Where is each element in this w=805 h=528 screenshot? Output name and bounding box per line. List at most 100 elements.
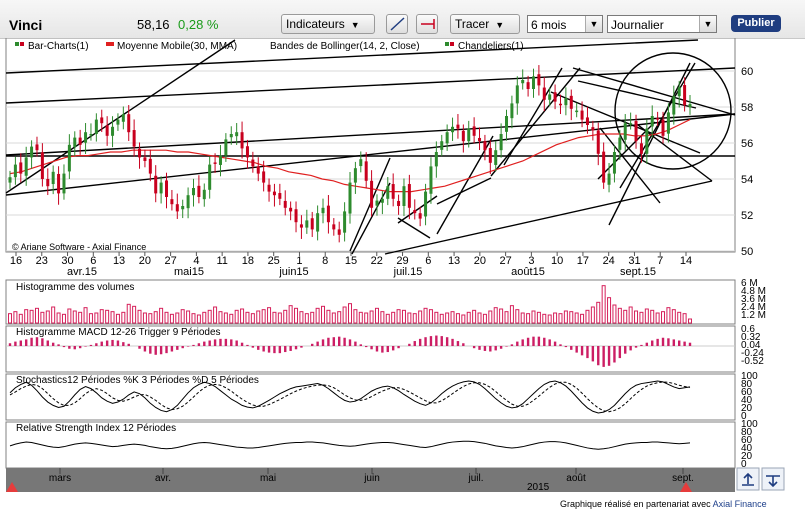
candle-body (57, 173, 61, 194)
volume-bar (531, 310, 536, 324)
macd-bar (683, 341, 686, 346)
candle-body (467, 128, 471, 142)
volume-bar (553, 312, 558, 324)
volume-bar (688, 318, 692, 324)
y-tick-label: 40 (741, 395, 753, 406)
candle-body (483, 141, 487, 151)
macd-bar (375, 346, 379, 352)
volume-bar (175, 312, 180, 324)
macd-bar (629, 346, 632, 351)
macd-bar (348, 339, 352, 346)
x-month-label: août15 (511, 266, 545, 278)
navigator-start-handle[interactable] (6, 482, 18, 492)
volume-bar (261, 309, 266, 324)
volume-bar (504, 311, 509, 324)
volume-bar (601, 285, 606, 324)
interval-value: Journalier (611, 18, 664, 32)
y-tick-label: 54 (741, 174, 753, 186)
rsi-title: Relative Strength Index 12 Périodes (16, 423, 176, 434)
macd-bar (159, 346, 163, 355)
candle-body (607, 173, 611, 185)
candle-body (424, 191, 428, 217)
publish-button[interactable]: Publier (731, 15, 781, 32)
print-button[interactable] (761, 467, 785, 491)
volume-bar (477, 312, 482, 324)
volume-bar (418, 310, 423, 324)
macd-bar (580, 346, 584, 356)
volume-bar (596, 301, 601, 324)
volume-bar (412, 313, 417, 324)
volume-bar (159, 307, 164, 324)
candle-body (305, 220, 309, 228)
y-tick-label: 0 (741, 459, 747, 470)
macd-bar (624, 346, 627, 354)
volume-bar (558, 313, 563, 324)
macd-bar (170, 346, 174, 352)
legend-bar-charts: Bar-Charts(1) (28, 41, 89, 52)
volume-bar (434, 311, 439, 324)
volume-bar (580, 313, 585, 324)
indicators-button[interactable]: Indicateurs ▼ (281, 14, 375, 34)
horizontal-tool-button[interactable] (416, 14, 438, 34)
macd-bar (24, 339, 28, 346)
candle-body (618, 137, 622, 150)
tracer-button[interactable]: Tracer ▼ (450, 14, 520, 34)
time-navigator[interactable] (6, 468, 735, 492)
volume-bar (569, 311, 574, 324)
candle-body (165, 180, 169, 197)
x-tick-label: 8 (322, 255, 328, 267)
y-tick-label: 2.4 M (741, 302, 766, 313)
volume-bar (202, 311, 207, 324)
interval-select[interactable]: Journalier ▼ (607, 15, 717, 33)
volume-bar (191, 313, 196, 324)
volume-bar (288, 305, 293, 324)
candle-body (688, 104, 692, 108)
candle-body (434, 152, 438, 167)
candle-body (569, 95, 573, 109)
navigator-month-label: juil. (467, 473, 483, 484)
candle-body (591, 127, 595, 131)
stock-name: Vinci (9, 17, 43, 33)
y-tick-label: 60 (741, 387, 753, 398)
macd-bar (359, 344, 362, 346)
candle-body (332, 224, 336, 230)
period-select[interactable]: 6 mois ▼ (527, 15, 603, 33)
volume-bar (83, 307, 88, 324)
candle-body (283, 200, 287, 208)
line-tool-button[interactable] (386, 14, 408, 34)
volume-bar (461, 314, 466, 324)
candle-body (440, 141, 444, 150)
x-tick-label: 24 (603, 255, 615, 267)
volume-bar (29, 309, 34, 324)
macd-bar (78, 346, 82, 349)
period-value: 6 mois (531, 18, 567, 32)
x-tick-label: 4 (193, 255, 199, 267)
trend-line (608, 62, 691, 226)
volume-bar (13, 311, 18, 324)
volume-bar (661, 311, 666, 324)
partner-link[interactable]: Axial Finance (712, 499, 767, 509)
candle-body (213, 162, 217, 164)
candle-body (262, 171, 266, 183)
volume-bar (137, 309, 142, 324)
macd-bar (429, 336, 433, 346)
volume-bar (671, 309, 676, 324)
export-button[interactable] (736, 467, 760, 491)
candle-body (537, 74, 541, 86)
candle-body (148, 158, 152, 174)
candle-body (143, 157, 147, 161)
navigator-end-handle[interactable] (680, 482, 692, 492)
x-tick-label: 11 (216, 255, 227, 267)
volume-bar (250, 313, 255, 324)
macd-bar (14, 341, 17, 346)
trend-line (351, 182, 391, 255)
macd-bar (294, 346, 298, 350)
candle-body (191, 188, 195, 196)
macd-bar (235, 340, 238, 346)
volume-bar (628, 306, 633, 324)
macd-bar (597, 346, 600, 366)
candle-body (580, 110, 584, 120)
y-tick-label: 58 (741, 102, 753, 114)
